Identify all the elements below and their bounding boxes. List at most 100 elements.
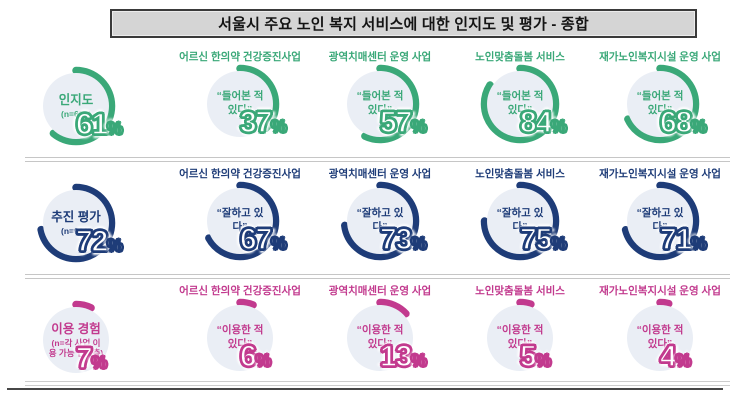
quote-circle: “잘하고 있다”: [627, 188, 693, 254]
service-value: 5%: [519, 339, 552, 374]
bottom-border: [0, 381, 730, 390]
percent-sign: %: [255, 350, 272, 371]
quote-text: “들어본 적 있다”: [636, 90, 684, 116]
donut-ring: [480, 298, 560, 378]
service-cell: 재가노인복지시설 운영 사업 “잘하고 있다” 71%: [590, 163, 730, 273]
service-donut: “들어본 적 있다” 37%: [200, 64, 287, 144]
quote-circle: “들어본 적 있다”: [487, 71, 553, 137]
service-cell: 재가노인복지시설 운영 사업 “들어본 적 있다” 68%: [590, 46, 730, 156]
service-value: 6%: [239, 339, 272, 374]
title-box: 서울시 주요 노인 복지 서비스에 대한 인지도 및 평가 - 종합: [110, 9, 697, 38]
service-header: 어르신 한의약 건강증진사업: [179, 168, 301, 180]
quote-text: “들어본 적 있다”: [356, 90, 404, 116]
donut-ring: [200, 64, 280, 144]
percent-sign: %: [91, 352, 108, 373]
service-value: 13%: [379, 339, 428, 374]
donut-ring: [340, 181, 420, 261]
percent-sign: %: [691, 233, 708, 254]
value-number: 6: [239, 339, 257, 374]
value-number: 37: [239, 105, 273, 140]
quote-text: “이용한 적 있다”: [636, 324, 684, 350]
service-header: 광역치매센터 운영 사업: [328, 285, 432, 297]
overall-label-circle: 이용 경험 (n=각 사업 이용 가능 연령층): [43, 307, 109, 373]
service-donut: “잘하고 있다” 73%: [340, 181, 427, 261]
percent-sign: %: [107, 235, 124, 256]
overall-value: 7%: [75, 341, 108, 376]
service-donut: “이용한 적 있다” 6%: [200, 298, 280, 378]
overall-number: 61: [75, 107, 109, 142]
donut-ring: [340, 64, 420, 144]
percent-sign: %: [411, 233, 428, 254]
metric-name: 추진 평가: [51, 209, 101, 224]
service-value: 75%: [519, 222, 567, 257]
metric-sample: (n=600): [61, 225, 91, 236]
service-value: 84%: [519, 105, 568, 140]
percent-sign: %: [551, 116, 568, 137]
service-value: 57%: [379, 105, 428, 140]
donut-ring: [480, 181, 560, 261]
quote-circle: “잘하고 있다”: [347, 188, 413, 254]
percent-sign: %: [271, 233, 288, 254]
value-number: 84: [519, 105, 553, 140]
overall-cell: 이용 경험 (n=각 사업 이용 가능 연령층) 7%: [0, 280, 170, 390]
service-header: 노인맞춤돌봄 서비스: [475, 51, 565, 63]
percent-sign: %: [107, 118, 124, 139]
value-number: 13: [379, 339, 413, 374]
row-separator: [25, 274, 730, 279]
quote-text: “이용한 적 있다”: [216, 324, 264, 350]
service-cell: 노인맞춤돌봄 서비스 “잘하고 있다” 75%: [450, 163, 590, 273]
donut-ring: [620, 181, 700, 261]
value-number: 75: [519, 222, 553, 257]
service-header: 재가노인복지시설 운영 사업: [599, 168, 721, 180]
percent-sign: %: [675, 350, 692, 371]
donut-ring: [340, 298, 420, 378]
quote-text: “들어본 적 있다”: [496, 90, 544, 116]
percent-sign: %: [411, 350, 428, 371]
value-number: 4: [659, 339, 677, 374]
service-cell: 어르신 한의약 건강증진사업 “들어본 적 있다” 37%: [170, 46, 310, 156]
service-value: 73%: [379, 222, 428, 257]
quote-text: “잘하고 있다”: [356, 207, 404, 233]
donut-ring: [200, 298, 280, 378]
quote-text: “잘하고 있다”: [636, 207, 684, 233]
overall-donut: 추진 평가 (n=600) 72%: [36, 183, 123, 263]
service-cell: 광역치매센터 운영 사업 “잘하고 있다” 73%: [310, 163, 450, 273]
service-donut: “들어본 적 있다” 84%: [480, 64, 567, 144]
quote-circle: “들어본 적 있다”: [207, 71, 273, 137]
percent-sign: %: [271, 116, 288, 137]
service-cell: 어르신 한의약 건강증진사업 “이용한 적 있다” 6%: [170, 280, 310, 390]
donut-ring: [480, 64, 560, 144]
metric-row-1: 추진 평가 (n=600) 72% 어르신 한의약 건강증진사업 “잘하고 있다” 67%…: [0, 163, 730, 273]
service-donut: “잘하고 있다” 75%: [480, 181, 567, 261]
service-value: 71%: [659, 222, 708, 257]
quote-circle: “이용한 적 있다”: [487, 305, 553, 371]
service-header: 광역치매센터 운영 사업: [328, 51, 432, 63]
service-donut: “들어본 적 있다” 57%: [340, 64, 427, 144]
value-number: 68: [659, 105, 693, 140]
quote-text: “이용한 적 있다”: [356, 324, 404, 350]
service-donut: “이용한 적 있다” 5%: [480, 298, 560, 378]
service-cell: 어르신 한의약 건강증진사업 “잘하고 있다” 67%: [170, 163, 310, 273]
quote-text: “이용한 적 있다”: [496, 324, 544, 350]
overall-cell: 추진 평가 (n=600) 72%: [0, 163, 170, 273]
service-header: 어르신 한의약 건강증진사업: [179, 285, 301, 297]
metric-row-0: 인지도 (n=600) 61% 어르신 한의약 건강증진사업 “들어본 적 있다” 37%…: [0, 46, 730, 156]
service-header: 노인맞춤돌봄 서비스: [475, 285, 565, 297]
donut-ring: [620, 298, 700, 378]
quote-circle: “이용한 적 있다”: [627, 305, 693, 371]
service-cell: 광역치매센터 운영 사업 “들어본 적 있다” 57%: [310, 46, 450, 156]
percent-sign: %: [411, 116, 428, 137]
service-cell: 재가노인복지시설 운영 사업 “이용한 적 있다” 4%: [590, 280, 730, 390]
service-value: 37%: [239, 105, 288, 140]
overall-number: 7: [75, 341, 93, 376]
quote-circle: “잘하고 있다”: [207, 188, 273, 254]
bottom-dark-rule: [7, 388, 723, 390]
percent-sign: %: [535, 350, 552, 371]
service-header: 노인맞춤돌봄 서비스: [475, 168, 565, 180]
page-title: 서울시 주요 노인 복지 서비스에 대한 인지도 및 평가 - 종합: [218, 16, 589, 33]
service-value: 68%: [659, 105, 707, 140]
value-number: 73: [379, 222, 413, 257]
overall-label-circle: 추진 평가 (n=600): [43, 190, 109, 256]
service-donut: “잘하고 있다” 67%: [200, 181, 287, 261]
